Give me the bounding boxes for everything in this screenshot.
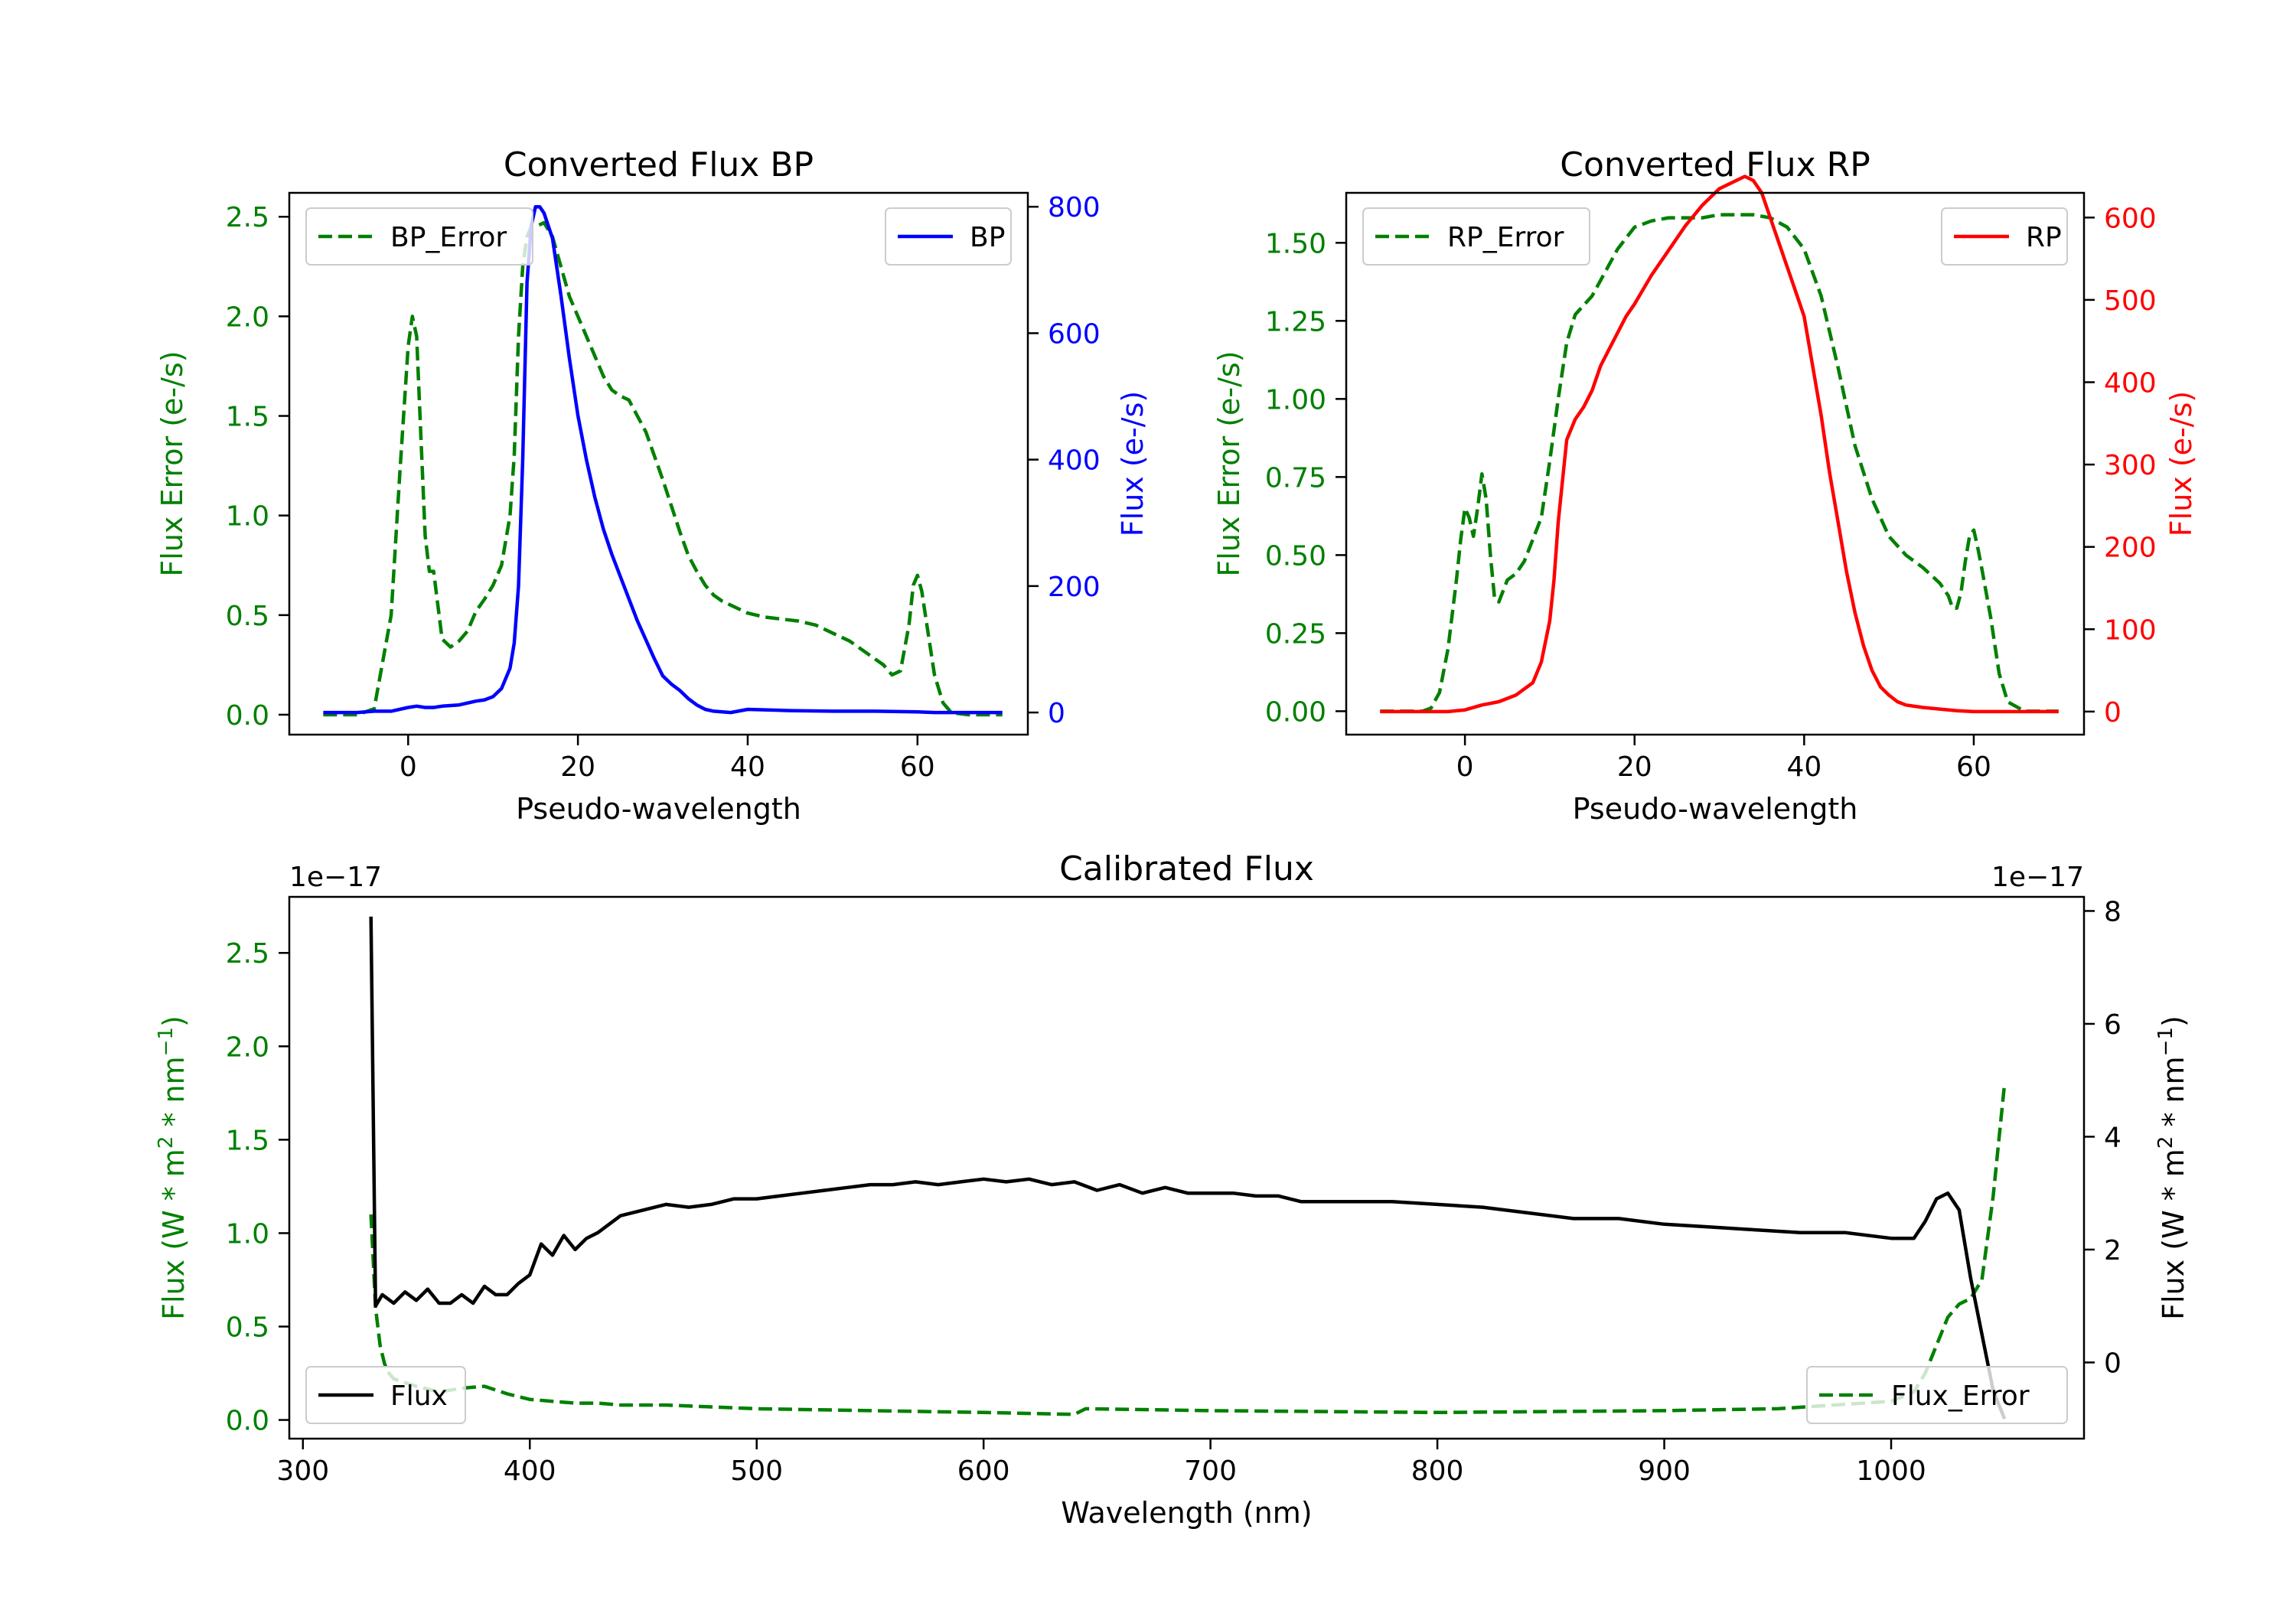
calibrated-ytick-left-label: 0.0 [226, 1406, 269, 1437]
bp-ytick-left-label: 2.0 [226, 302, 269, 333]
rp-series-rp-error [1380, 213, 2059, 713]
rp-ytick-left-label: 0.25 [1265, 618, 1326, 650]
bp-ytick-left-label: 1.5 [226, 402, 269, 433]
calibrated-xtick-label: 400 [504, 1455, 556, 1487]
legend-box [1806, 1366, 2068, 1424]
rp-ytick-left-label: 1.00 [1265, 384, 1326, 416]
calibrated-legend-flux: Flux [305, 1366, 466, 1424]
calibrated-xtick-label: 1000 [1856, 1455, 1926, 1487]
rp-xtick-label: 60 [1956, 751, 1991, 783]
bp-axes-frame [288, 191, 1029, 736]
calibrated-ytick-left-label: 0.5 [226, 1312, 269, 1344]
rp-xtick-label: 40 [1786, 751, 1821, 783]
calibrated-ytick-right-label: 0 [2104, 1348, 2122, 1379]
bp-xlabel: Pseudo-wavelength [516, 792, 801, 826]
bp-ytick-left-label: 2.5 [226, 202, 269, 233]
bp-legend-bp: BP [885, 207, 1012, 266]
rp-xtick-label: 20 [1617, 751, 1652, 783]
legend-label: BP_Error [390, 222, 507, 253]
calibrated-ytick-right-label: 4 [2104, 1122, 2122, 1153]
legend-label: RP [2026, 222, 2062, 253]
calibrated-title: Calibrated Flux [1059, 849, 1314, 888]
calibrated-ytick-left-label: 1.0 [226, 1218, 269, 1250]
rp-title: Converted Flux RP [1560, 145, 1870, 184]
bp-xtick-label: 60 [900, 751, 935, 783]
bp-series-bp [323, 204, 1003, 715]
rp-legend-rp-error: RP_Error [1362, 207, 1590, 266]
legend-box [305, 207, 533, 266]
bp-ylabel-left: Flux Error (e-/s) [155, 350, 189, 576]
rp-xtick-label: 0 [1456, 751, 1474, 783]
rp-ylabel-right: Flux (e-/s) [2164, 391, 2198, 536]
calibrated-offset-right: 1e−17 [1991, 862, 2084, 893]
rp-legend-rp: RP [1941, 207, 2068, 266]
calibrated-panel: Calibrated Flux 300 400 500 600 700 800 900 1000… [155, 849, 2190, 1530]
calibrated-xtick-label: 800 [1411, 1455, 1464, 1487]
bp-ytick-right-label: 200 [1048, 572, 1101, 603]
rp-ytick-left-label: 0.50 [1265, 540, 1326, 572]
legend-box [305, 1366, 466, 1424]
rp-axes-frame [1345, 191, 2086, 736]
calibrated-xtick-label: 500 [730, 1455, 783, 1487]
calibrated-ytick-right-label: 6 [2104, 1009, 2122, 1041]
rp-ytick-left-label: 0.75 [1265, 462, 1326, 494]
rp-ytick-right-label: 400 [2104, 367, 2157, 399]
bp-legend-bp-error: BP_Error [305, 207, 533, 266]
calibrated-xtick-label: 700 [1184, 1455, 1237, 1487]
rp-xlabel: Pseudo-wavelength [1573, 792, 1858, 826]
bp-xtick-label: 20 [560, 751, 595, 783]
calibrated-ylabel-right: Flux (W * m2 * nm−1) [2154, 1015, 2190, 1320]
bp-ytick-left-label: 1.0 [226, 501, 269, 533]
rp-ytick-right-label: 0 [2104, 697, 2122, 729]
calibrated-ylabel-left: Flux (W * m2 * nm−1) [155, 1015, 191, 1320]
bp-series-bp-error [323, 220, 1003, 717]
calibrated-ytick-right-label: 8 [2104, 896, 2122, 927]
rp-series-rp [1380, 174, 2059, 714]
legend-label: Flux_Error [1891, 1380, 2030, 1412]
bp-title: Converted Flux BP [504, 145, 814, 184]
legend-label: Flux [390, 1380, 448, 1412]
rp-ytick-left-label: 1.25 [1265, 306, 1326, 337]
legend-box [1362, 207, 1590, 266]
bp-ytick-right-label: 800 [1048, 192, 1101, 223]
rp-ytick-right-label: 300 [2104, 450, 2157, 481]
rp-ytick-right-label: 200 [2104, 533, 2157, 564]
calibrated-legend-flux-error: Flux_Error [1806, 1366, 2068, 1424]
rp-ytick-right-label: 500 [2104, 285, 2157, 317]
calibrated-ytick-left-label: 1.5 [226, 1125, 269, 1156]
bp-ytick-left-label: 0.0 [226, 700, 269, 732]
legend-label: RP_Error [1447, 222, 1564, 253]
rp-ytick-right-label: 600 [2104, 203, 2157, 234]
calibrated-series-flux [369, 916, 2007, 1420]
calibrated-ytick-left-label: 2.5 [226, 938, 269, 970]
bp-ytick-right-label: 400 [1048, 445, 1101, 477]
calibrated-offset-left: 1e−17 [289, 862, 382, 893]
rp-ytick-right-label: 100 [2104, 614, 2157, 646]
calibrated-xtick-label: 300 [276, 1455, 329, 1487]
bp-xtick-label: 40 [730, 751, 765, 783]
bp-xtick-label: 0 [400, 751, 417, 783]
bp-panel: Converted Flux BP 0 20 40 60 Pseudo-wavelengt… [155, 145, 1150, 826]
bp-ylabel-right: Flux (e-/s) [1116, 391, 1150, 536]
rp-ylabel-left: Flux Error (e-/s) [1212, 350, 1246, 576]
calibrated-ytick-right-label: 2 [2104, 1235, 2122, 1266]
bp-ytick-right-label: 600 [1048, 318, 1101, 350]
calibrated-series-flux-error [369, 1083, 2007, 1416]
calibrated-axes-frame [288, 895, 2086, 1440]
bp-ytick-left-label: 0.5 [226, 601, 269, 632]
calibrated-xlabel: Wavelength (nm) [1061, 1496, 1312, 1530]
calibrated-ytick-left-label: 2.0 [226, 1032, 269, 1063]
legend-label: BP [970, 222, 1005, 253]
rp-ytick-left-label: 0.00 [1265, 696, 1326, 728]
calibrated-xtick-label: 900 [1638, 1455, 1691, 1487]
calibrated-xtick-label: 600 [957, 1455, 1010, 1487]
rp-panel: Converted Flux RP 0 20 40 60 Pseudo-wavelengt… [1212, 145, 2198, 826]
rp-ytick-left-label: 1.50 [1265, 228, 1326, 259]
bp-ytick-right-label: 0 [1048, 698, 1065, 729]
